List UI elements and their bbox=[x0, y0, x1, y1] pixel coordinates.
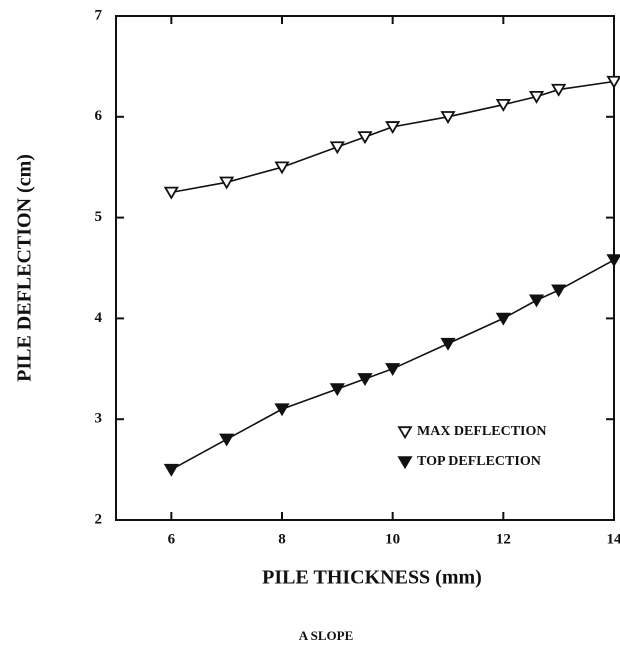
marker bbox=[165, 188, 177, 198]
y-tick-label: 5 bbox=[95, 209, 103, 225]
y-tick-label: 4 bbox=[95, 310, 103, 326]
y-tick-label: 6 bbox=[95, 108, 103, 124]
marker bbox=[553, 85, 565, 95]
marker bbox=[276, 404, 288, 414]
x-tick-label: 8 bbox=[278, 531, 286, 547]
marker bbox=[221, 435, 233, 445]
x-tick-label: 10 bbox=[385, 531, 400, 547]
series-line bbox=[171, 82, 614, 193]
x-tick-label: 6 bbox=[168, 531, 176, 547]
marker bbox=[497, 314, 509, 324]
marker bbox=[276, 162, 288, 172]
marker bbox=[359, 132, 371, 142]
legend-marker bbox=[399, 427, 411, 437]
x-axis-title: PILE THICKNESS (mm) bbox=[262, 567, 482, 589]
y-tick-label: 2 bbox=[95, 511, 103, 527]
legend-marker bbox=[399, 457, 411, 467]
x-tick-label: 12 bbox=[496, 531, 511, 547]
marker bbox=[553, 285, 565, 295]
x-tick-label: 14 bbox=[607, 531, 620, 547]
marker bbox=[531, 295, 543, 305]
marker bbox=[442, 339, 454, 349]
marker bbox=[608, 255, 620, 265]
marker bbox=[331, 142, 343, 152]
y-tick-label: 7 bbox=[95, 7, 103, 23]
marker bbox=[165, 465, 177, 475]
marker bbox=[331, 384, 343, 394]
marker bbox=[387, 364, 399, 374]
marker bbox=[359, 374, 371, 384]
legend-label: MAX DEFLECTION bbox=[417, 424, 547, 439]
legend-label: TOP DEFLECTION bbox=[417, 454, 541, 469]
caption: A SLOPE bbox=[299, 628, 354, 643]
y-tick-label: 3 bbox=[95, 411, 103, 427]
marker bbox=[387, 122, 399, 132]
y-axis-title: PILE DEFLECTION (cm) bbox=[14, 154, 36, 382]
